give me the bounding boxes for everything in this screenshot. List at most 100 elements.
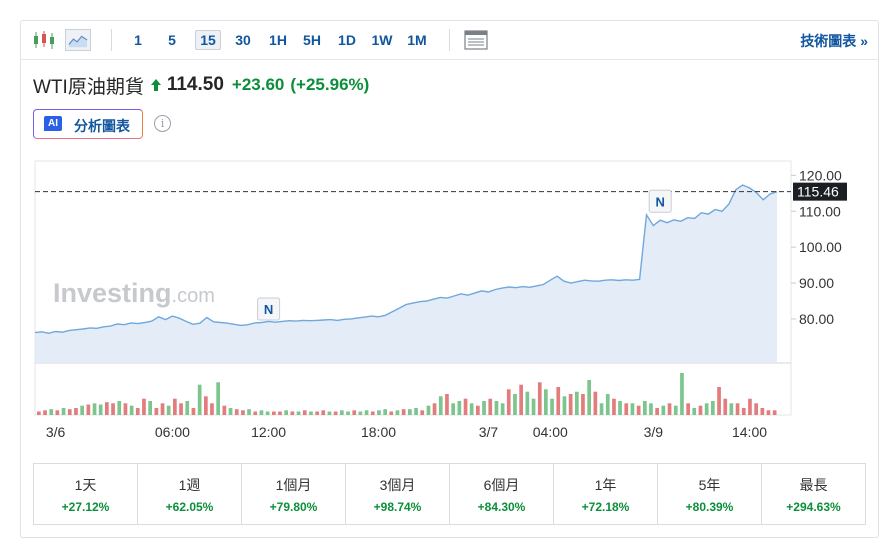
performance-value: +62.05% — [165, 500, 214, 514]
volume-bar — [476, 405, 480, 415]
performance-cell[interactable]: 6個月 +84.30% — [450, 464, 554, 524]
performance-cell[interactable]: 5年 +80.39% — [658, 464, 762, 524]
performance-value: +27.12% — [61, 500, 110, 514]
volume-bar — [593, 391, 598, 415]
timeframe-1d[interactable]: 1D — [338, 32, 356, 48]
performance-period: 1天 — [74, 477, 97, 493]
volume-bar — [451, 403, 455, 415]
volume-bar — [333, 411, 338, 415]
chart-toolbar: 1 5 15 30 1H 5H 1D 1W 1M 技術圖表 » — [21, 21, 878, 60]
performance-cell[interactable]: 3個月 +98.74% — [346, 464, 450, 524]
up-arrow-icon — [150, 79, 161, 91]
volume-bar — [80, 405, 84, 415]
performance-cell[interactable]: 1天 +27.12% — [34, 464, 138, 524]
volume-bar — [383, 409, 387, 415]
ai-analyze-button[interactable]: AI 分析圖表 — [33, 109, 143, 139]
volume-bar — [358, 411, 363, 415]
timeframe-1[interactable]: 1 — [134, 32, 142, 48]
last-price: 114.50 — [166, 74, 224, 95]
area-chart-icon[interactable] — [65, 29, 91, 51]
volume-bar — [599, 403, 604, 415]
info-icon[interactable]: i — [154, 115, 171, 132]
volume-bar — [352, 410, 357, 415]
volume-bar — [278, 411, 282, 415]
volume-bar — [655, 408, 659, 415]
current-price-label: 115.46 — [797, 184, 839, 200]
volume-bar — [556, 387, 561, 415]
volume-bar — [414, 408, 418, 415]
instrument-name: WTI原油期貨 — [33, 76, 144, 98]
timeframe-1h[interactable]: 1H — [269, 32, 287, 48]
timeframe-5[interactable]: 5 — [168, 32, 176, 48]
price-chart[interactable]: 120.00 110.00 100.00 90.00 80.00 115.46 3/6 06:… — [21, 21, 878, 461]
price-change: +23.60 — [231, 75, 285, 94]
volume-bar — [265, 411, 270, 415]
x-tick-label: 04:00 — [533, 424, 568, 440]
x-tick-label: 14:00 — [732, 424, 767, 440]
volume-bar — [377, 410, 381, 415]
volume-bar — [111, 403, 115, 415]
ai-icon: AI — [44, 116, 62, 131]
performance-period: 1週 — [178, 477, 201, 493]
volume-bar — [581, 394, 585, 415]
performance-value: +80.39% — [685, 500, 734, 514]
performance-cell[interactable]: 1週 +62.05% — [138, 464, 242, 524]
performance-value: +79.80% — [269, 500, 318, 514]
performance-cell[interactable]: 1個月 +79.80% — [242, 464, 346, 524]
volume-bar — [469, 403, 474, 415]
volume-bar — [463, 398, 468, 415]
volume-bar — [661, 405, 666, 415]
timeframe-1m[interactable]: 1M — [407, 32, 427, 48]
volume-bar — [525, 391, 530, 415]
technical-chart-link[interactable]: 技術圖表 » — [800, 33, 868, 49]
timeframe-15[interactable]: 15 — [195, 30, 221, 50]
y-tick-label: 120.00 — [799, 167, 842, 183]
volume-bar — [309, 411, 313, 415]
volume-bar — [247, 409, 251, 415]
y-tick-label: 110.00 — [799, 203, 841, 219]
news-marker — [648, 189, 672, 213]
plot-frame — [34, 160, 792, 416]
volume-bar — [748, 398, 752, 415]
volume-bar — [296, 411, 301, 415]
volume-bar — [711, 401, 715, 415]
performance-cell[interactable]: 最長 +294.63% — [762, 464, 865, 524]
volume-bar — [129, 405, 134, 415]
volume-bar — [550, 398, 554, 415]
watermark-brand: Investing — [53, 278, 172, 308]
volume-bar — [408, 409, 412, 415]
volume-bar — [148, 401, 152, 415]
volume-bar — [704, 403, 709, 415]
volume-bar — [117, 401, 122, 415]
x-tick-label: 12:00 — [251, 424, 286, 440]
volume-bar — [272, 411, 276, 415]
y-tick-label: 80.00 — [799, 311, 834, 327]
volume-bar — [185, 401, 190, 415]
volume-bar — [401, 409, 406, 415]
volume-bar — [37, 411, 41, 415]
timeframe-5h[interactable]: 5H — [303, 32, 321, 48]
volume-bar — [562, 396, 567, 415]
performance-period: 1年 — [594, 477, 617, 493]
watermark-logo: Investing.com — [53, 278, 215, 308]
volume-bar — [506, 389, 511, 415]
x-tick-label: 3/9 — [644, 424, 664, 440]
performance-value: +98.74% — [373, 500, 422, 514]
layout-icon[interactable] — [463, 29, 489, 51]
performance-cell[interactable]: 1年 +72.18% — [554, 464, 658, 524]
volume-bar — [513, 394, 517, 415]
candlestick-icon[interactable] — [31, 29, 57, 51]
volume-bar — [612, 398, 616, 415]
volume-bar — [531, 398, 536, 415]
volume-bar — [630, 403, 635, 415]
price-change-percent: (+25.96%) — [290, 75, 370, 94]
volume-bar — [488, 398, 493, 415]
performance-period: 1個月 — [275, 477, 312, 493]
timeframe-1w[interactable]: 1W — [371, 32, 393, 48]
volume-bar — [673, 405, 678, 415]
volume-bar — [389, 411, 394, 415]
timeframe-30[interactable]: 30 — [235, 32, 251, 48]
price-area — [35, 185, 777, 362]
volume-bar — [364, 410, 369, 415]
volume-bar — [74, 408, 78, 415]
